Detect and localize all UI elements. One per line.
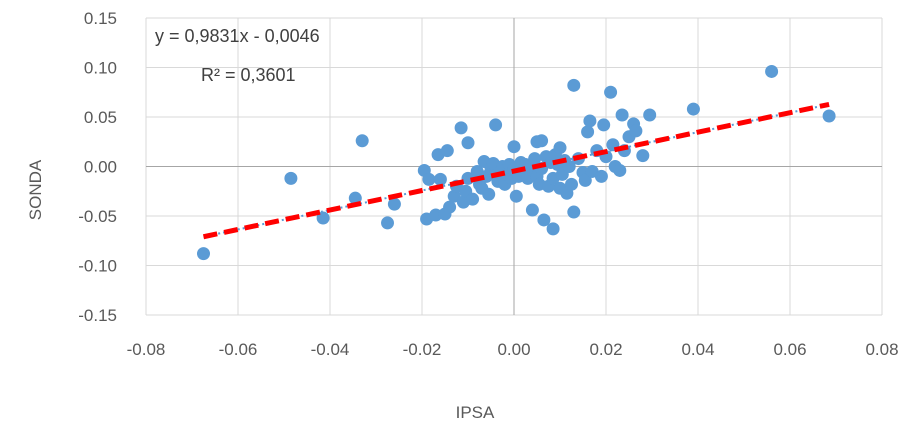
data-point (822, 109, 836, 123)
y-tick-label: -0.10 (78, 257, 117, 276)
y-tick-label: 0.15 (84, 9, 117, 28)
data-point (546, 222, 560, 236)
x-tick-label: -0.02 (403, 340, 442, 359)
data-point (509, 189, 523, 203)
data-point (489, 118, 503, 132)
x-tick-label: -0.08 (127, 340, 166, 359)
data-point (686, 102, 700, 116)
data-point (507, 140, 521, 154)
data-point (578, 173, 592, 187)
y-axis-title: SONDA (26, 159, 45, 220)
data-point (597, 118, 611, 132)
x-tick-label: 0.06 (773, 340, 806, 359)
trendline-layer (202, 101, 830, 240)
data-point (440, 144, 454, 158)
y-tick-label: 0.00 (84, 158, 117, 177)
regression-equation: y = 0,9831x - 0,0046 (155, 26, 320, 46)
x-tick-label: -0.06 (219, 340, 258, 359)
data-point (615, 108, 629, 122)
x-tick-label: 0.02 (589, 340, 622, 359)
data-point (525, 203, 539, 217)
data-point (636, 149, 650, 163)
x-tick-label: -0.04 (311, 340, 350, 359)
data-point (629, 124, 643, 138)
data-point (562, 160, 576, 173)
x-tick-label: 0.08 (865, 340, 898, 359)
data-point (537, 213, 551, 227)
data-point (553, 141, 567, 155)
y-tick-label: -0.15 (78, 306, 117, 325)
r-squared-label: R² = 0,3601 (201, 65, 296, 85)
data-point (387, 197, 401, 211)
data-point (765, 64, 779, 78)
data-point (581, 125, 595, 139)
data-point (528, 152, 542, 166)
tick-labels: -0.08 -0.06 -0.04 -0.02 0.00 0.02 0.04 0.06 0.08… (78, 9, 898, 359)
data-point (355, 134, 369, 148)
data-point (316, 211, 330, 225)
data-point (443, 200, 457, 214)
trendline (202, 101, 830, 240)
data-point (284, 171, 298, 185)
data-point (454, 121, 468, 135)
y-tick-label: 0.10 (84, 59, 117, 78)
y-tick-label: 0.05 (84, 108, 117, 127)
data-point (482, 187, 496, 201)
data-point (447, 189, 461, 203)
data-point (583, 114, 597, 128)
data-point (613, 163, 627, 177)
data-point (643, 108, 657, 122)
data-point (422, 172, 436, 186)
data-point (565, 177, 578, 191)
data-point (604, 85, 618, 99)
data-point (461, 136, 475, 150)
x-tick-label: 0.04 (681, 340, 714, 359)
y-tick-label: -0.05 (78, 207, 117, 226)
data-points (197, 64, 836, 261)
data-point (466, 192, 480, 206)
data-point (594, 169, 608, 183)
data-point (381, 216, 394, 230)
data-point (197, 247, 210, 261)
data-point (433, 172, 447, 186)
x-axis-title: IPSA (456, 403, 495, 422)
data-point (567, 78, 581, 92)
data-point (535, 134, 549, 148)
data-point (567, 205, 581, 219)
x-tick-label: 0.00 (497, 340, 530, 359)
